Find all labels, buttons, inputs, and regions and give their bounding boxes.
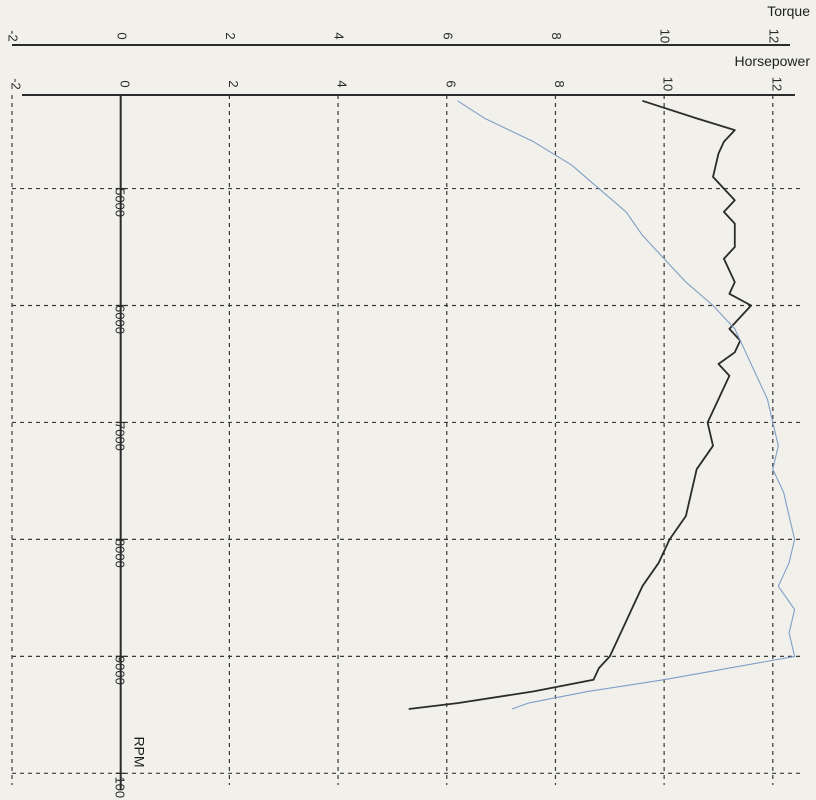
torque-tick-label: 6 <box>440 32 455 39</box>
rpm-axis-title: RPM <box>131 736 147 767</box>
horsepower-tick-label: 4 <box>335 80 350 87</box>
horsepower-tick-label: 0 <box>117 80 132 87</box>
rpm-tick-label: 5000 <box>112 188 127 217</box>
torque-tick-label: 12 <box>766 29 781 43</box>
torque-tick-label: 0 <box>114 32 129 39</box>
torque-tick-label: 4 <box>332 32 347 39</box>
torque-tick-label: 10 <box>658 29 673 43</box>
rpm-tick-label: 7000 <box>112 422 127 451</box>
rpm-tick-label: 9000 <box>112 656 127 685</box>
horsepower-tick-label: 10 <box>661 77 676 91</box>
rpm-tick-label: 8000 <box>112 539 127 568</box>
horsepower-tick-label: 6 <box>443 80 458 87</box>
rpm-tick-label: 6000 <box>112 305 127 334</box>
horsepower-tick-label: 12 <box>769 77 784 91</box>
horsepower-axis-title: Horsepower <box>735 53 811 69</box>
horsepower-tick-label: 8 <box>552 80 567 87</box>
torque-axis-title: Torque <box>767 3 810 19</box>
torque-series-line <box>408 99 752 710</box>
horsepower-tick-label: -2 <box>9 78 24 90</box>
torque-tick-label: -2 <box>6 30 21 42</box>
horsepower-series-line <box>457 100 796 710</box>
torque-tick-label: 2 <box>223 32 238 39</box>
rpm-tick-label: 100 <box>112 776 127 798</box>
torque-tick-label: 8 <box>549 32 564 39</box>
horsepower-tick-label: 2 <box>226 80 241 87</box>
